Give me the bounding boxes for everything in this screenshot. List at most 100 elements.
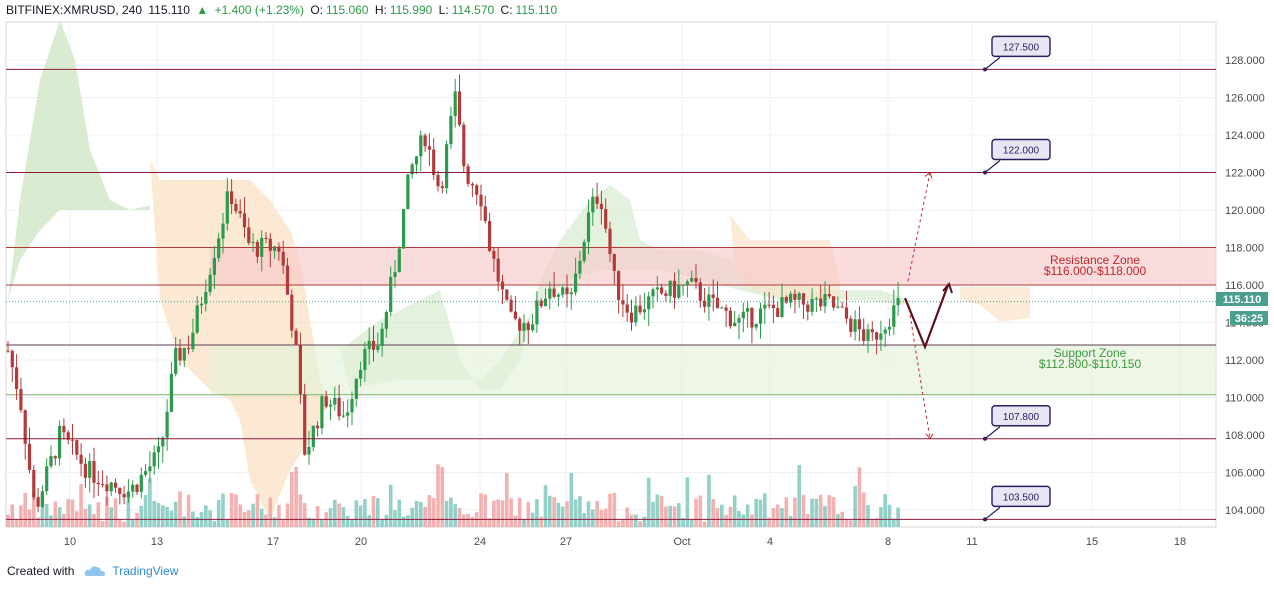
volume-bar <box>677 503 681 527</box>
volume-bar <box>419 502 423 527</box>
volume-bar <box>44 503 49 527</box>
volume-bar <box>178 491 182 527</box>
candle-down <box>27 443 32 471</box>
volume-bar <box>462 514 466 527</box>
volume-bar <box>251 503 255 527</box>
volume-bar <box>853 485 857 527</box>
candle-up <box>445 144 449 189</box>
candle-down <box>703 300 707 307</box>
candle-down <box>70 439 75 441</box>
volume-bar <box>720 504 724 527</box>
candle-down <box>303 394 307 455</box>
resistance-zone-title: Resistance Zone <box>1050 253 1140 267</box>
candle-up <box>191 332 195 350</box>
candle-up <box>655 287 659 290</box>
volume-bar <box>466 513 470 527</box>
volume-bar <box>259 508 264 527</box>
volume-bar <box>139 505 144 527</box>
candle-down <box>638 305 642 313</box>
candle-down <box>19 389 23 411</box>
volume-bar <box>728 506 733 527</box>
candle-down <box>135 484 139 492</box>
candle-up <box>346 412 350 416</box>
volume-bar <box>238 504 242 527</box>
volume-bar <box>767 517 771 527</box>
candle-up <box>892 305 896 327</box>
volume-bar <box>513 515 518 527</box>
volume-bar <box>750 514 754 527</box>
volume-bar <box>539 516 543 527</box>
volume-bar <box>672 506 677 527</box>
x-tick-label: 11 <box>966 536 977 548</box>
volume-bar <box>526 501 531 527</box>
candle-down <box>604 209 608 229</box>
y-tick-label: 104.000 <box>1225 505 1265 517</box>
candle-down <box>715 297 720 309</box>
volume-bar <box>470 516 475 527</box>
candle-down <box>767 304 771 306</box>
candle-up <box>359 370 363 379</box>
volume-bar <box>694 498 698 527</box>
candle-down <box>470 183 474 186</box>
volume-bar <box>793 497 797 527</box>
volume-bar <box>225 519 230 527</box>
x-tick-label: 8 <box>885 536 891 548</box>
volume-bar <box>655 494 660 527</box>
candle-up <box>449 116 453 145</box>
volume-bar <box>277 504 281 527</box>
volume-bar <box>500 500 505 527</box>
candle-down <box>242 213 247 228</box>
volume-bar <box>483 494 488 527</box>
volume-bar <box>496 499 500 527</box>
volume-bar <box>182 516 187 527</box>
volume-bar <box>603 508 608 527</box>
volume-bar <box>393 510 397 527</box>
volume-bar <box>92 514 96 527</box>
open-value: 115.060 <box>325 3 369 17</box>
volume-bar <box>689 518 694 527</box>
candle-down <box>66 432 70 440</box>
candle-down <box>79 454 83 464</box>
volume-bar <box>384 514 389 527</box>
candle-down <box>462 124 466 167</box>
volume-bar <box>861 492 866 527</box>
candle-down <box>629 312 634 323</box>
candle-up <box>410 164 414 175</box>
support-zone-title: Support Zone <box>1054 346 1127 360</box>
candle-down <box>492 250 496 259</box>
candle-down <box>15 367 19 390</box>
y-tick-label: 128.000 <box>1225 55 1265 67</box>
volume-bar <box>290 471 294 527</box>
candle-up <box>720 307 724 309</box>
price-chart[interactable]: 127.500 122.000 107.800 103.500 104.000 106.… <box>0 0 1274 560</box>
candle-up <box>354 378 358 399</box>
candle-up <box>88 461 92 478</box>
volume-bar <box>66 499 70 527</box>
volume-bar <box>302 503 307 527</box>
candle-up <box>531 324 535 331</box>
volume-bar <box>436 464 440 527</box>
callout-anchor <box>983 436 987 441</box>
candle-down <box>784 297 788 303</box>
volume-bar <box>122 521 126 527</box>
candle-down <box>694 278 698 283</box>
candle-up <box>397 248 401 273</box>
candle-down <box>10 350 14 368</box>
volume-bar <box>634 514 638 527</box>
candle-up <box>260 237 264 257</box>
y-tick-label: 124.000 <box>1225 130 1265 142</box>
volume-bar <box>548 495 552 527</box>
level-callout-label: 122.000 <box>1003 146 1040 157</box>
volume-bar <box>560 506 565 527</box>
candle-down <box>711 294 715 298</box>
volume-bar <box>788 515 793 527</box>
candle-up <box>126 491 130 498</box>
candle-up <box>668 280 672 296</box>
open-label: O: <box>310 3 323 17</box>
tradingview-link[interactable]: TradingView <box>112 564 179 578</box>
volume-bar <box>573 499 578 527</box>
candle-down <box>268 238 272 251</box>
volume-bar <box>724 514 728 527</box>
candle-down <box>75 440 79 455</box>
y-tick-label: 110.000 <box>1225 393 1264 405</box>
